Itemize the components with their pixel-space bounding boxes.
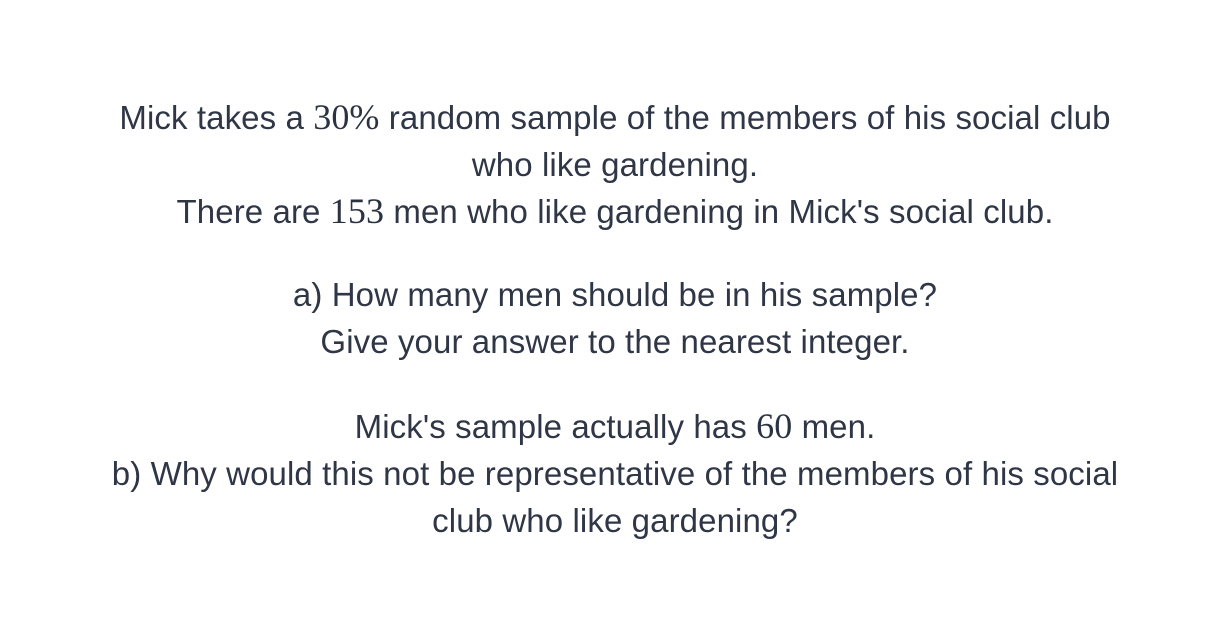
part-a-question: a) How many men should be in his sample? [292, 276, 938, 313]
intro-text-after-percent: random sample of the members of his soci… [379, 99, 1111, 136]
intro-text-after-count: men who like gardening in Mick's social … [384, 193, 1054, 230]
part-b-text-after-count: men. [792, 408, 876, 445]
part-b-context: Mick's sample actually has 60 men. [0, 403, 1230, 450]
intro-line-3: There are 153 men who like gardening in … [0, 188, 1230, 235]
question-part-a: a) How many men should be in his sample?… [0, 271, 1230, 365]
intro-line-1: Mick takes a 30% random sample of the me… [0, 94, 1230, 141]
part-b-question-line-2: club who like gardening? [432, 502, 798, 539]
part-a-instruction: Give your answer to the nearest integer. [320, 323, 910, 360]
part-b-text-before-count: Mick's sample actually has [354, 408, 757, 445]
men-count: 153 [329, 191, 385, 231]
actual-sample-count: 60 [756, 406, 793, 446]
question-intro: Mick takes a 30% random sample of the me… [0, 94, 1230, 235]
intro-line-2: who like gardening. [471, 146, 759, 183]
part-b-question-line-1: b) Why would this not be representative … [111, 455, 1119, 492]
question-part-b: Mick's sample actually has 60 men. b) Wh… [0, 403, 1230, 544]
intro-text-before-percent: Mick takes a [119, 99, 314, 136]
intro-text-before-count: There are [176, 193, 330, 230]
sample-percentage: 30% [313, 97, 380, 137]
